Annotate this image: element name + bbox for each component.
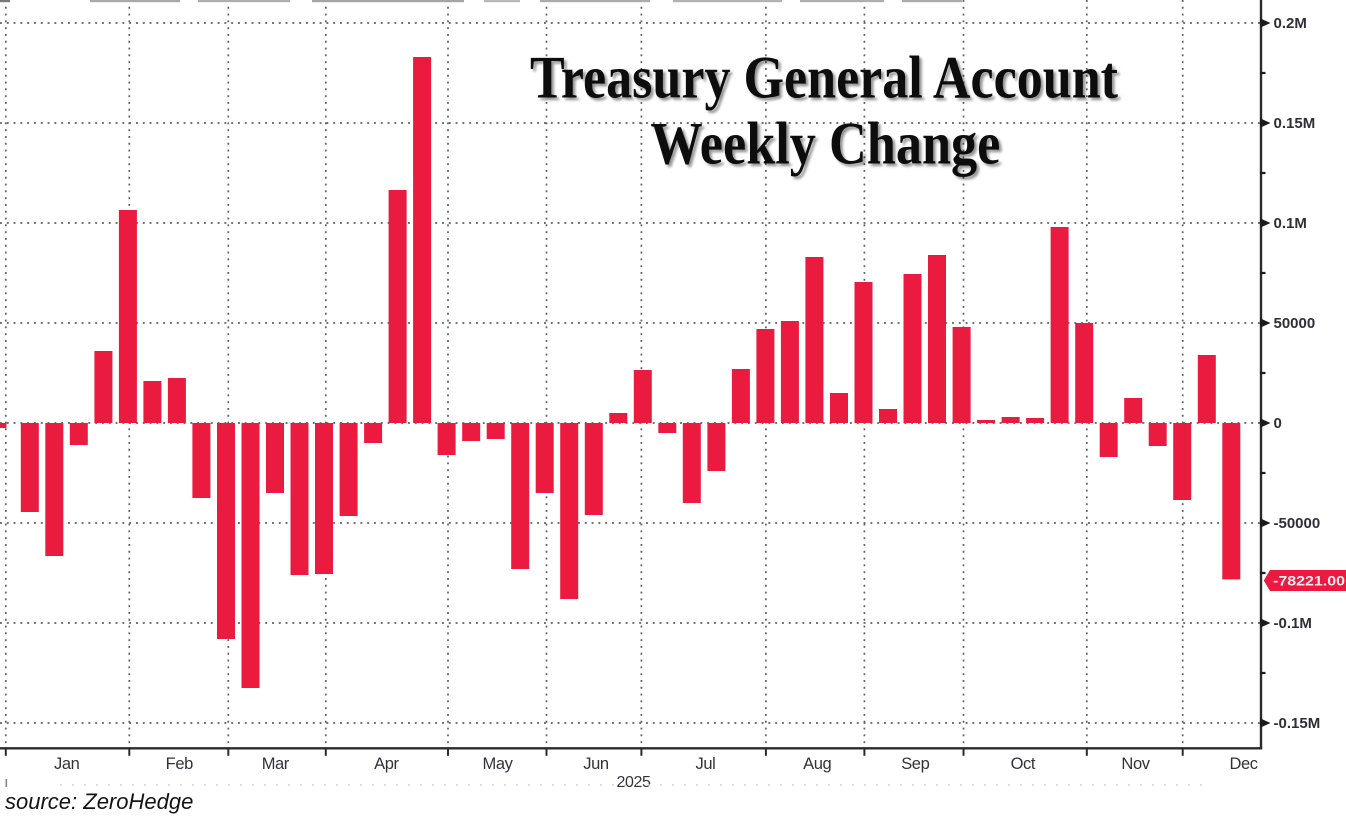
svg-text:Jun: Jun	[583, 755, 609, 773]
svg-text:50000: 50000	[1274, 315, 1316, 332]
svg-text:Jan: Jan	[54, 755, 80, 773]
svg-text:Feb: Feb	[166, 755, 193, 773]
svg-text:0.2M: 0.2M	[1274, 15, 1307, 32]
svg-text:Mar: Mar	[262, 755, 290, 773]
svg-text:-78221.00: -78221.00	[1273, 574, 1345, 589]
svg-text:2025: 2025	[617, 774, 651, 791]
svg-text:0.1M: 0.1M	[1274, 215, 1307, 232]
svg-text:-0.15M: -0.15M	[1274, 715, 1321, 732]
svg-text:0: 0	[1274, 415, 1282, 432]
svg-text:-0.1M: -0.1M	[1274, 615, 1312, 632]
svg-text:-50000: -50000	[1274, 515, 1321, 532]
svg-text:Nov: Nov	[1121, 755, 1150, 773]
svg-text:Treasury General Account: Treasury General Account	[530, 45, 1118, 111]
svg-text:Weekly Change: Weekly Change	[650, 111, 1000, 177]
svg-text:Sep: Sep	[901, 755, 929, 773]
svg-text:Jul: Jul	[696, 755, 716, 773]
svg-text:source: ZeroHedge: source: ZeroHedge	[5, 789, 193, 814]
svg-text:May: May	[483, 755, 514, 773]
svg-text:Aug: Aug	[803, 755, 831, 773]
svg-text:Oct: Oct	[1011, 755, 1036, 773]
svg-text:Dec: Dec	[1230, 755, 1258, 773]
svg-text:Apr: Apr	[374, 755, 399, 773]
svg-text:0.15M: 0.15M	[1274, 115, 1316, 132]
